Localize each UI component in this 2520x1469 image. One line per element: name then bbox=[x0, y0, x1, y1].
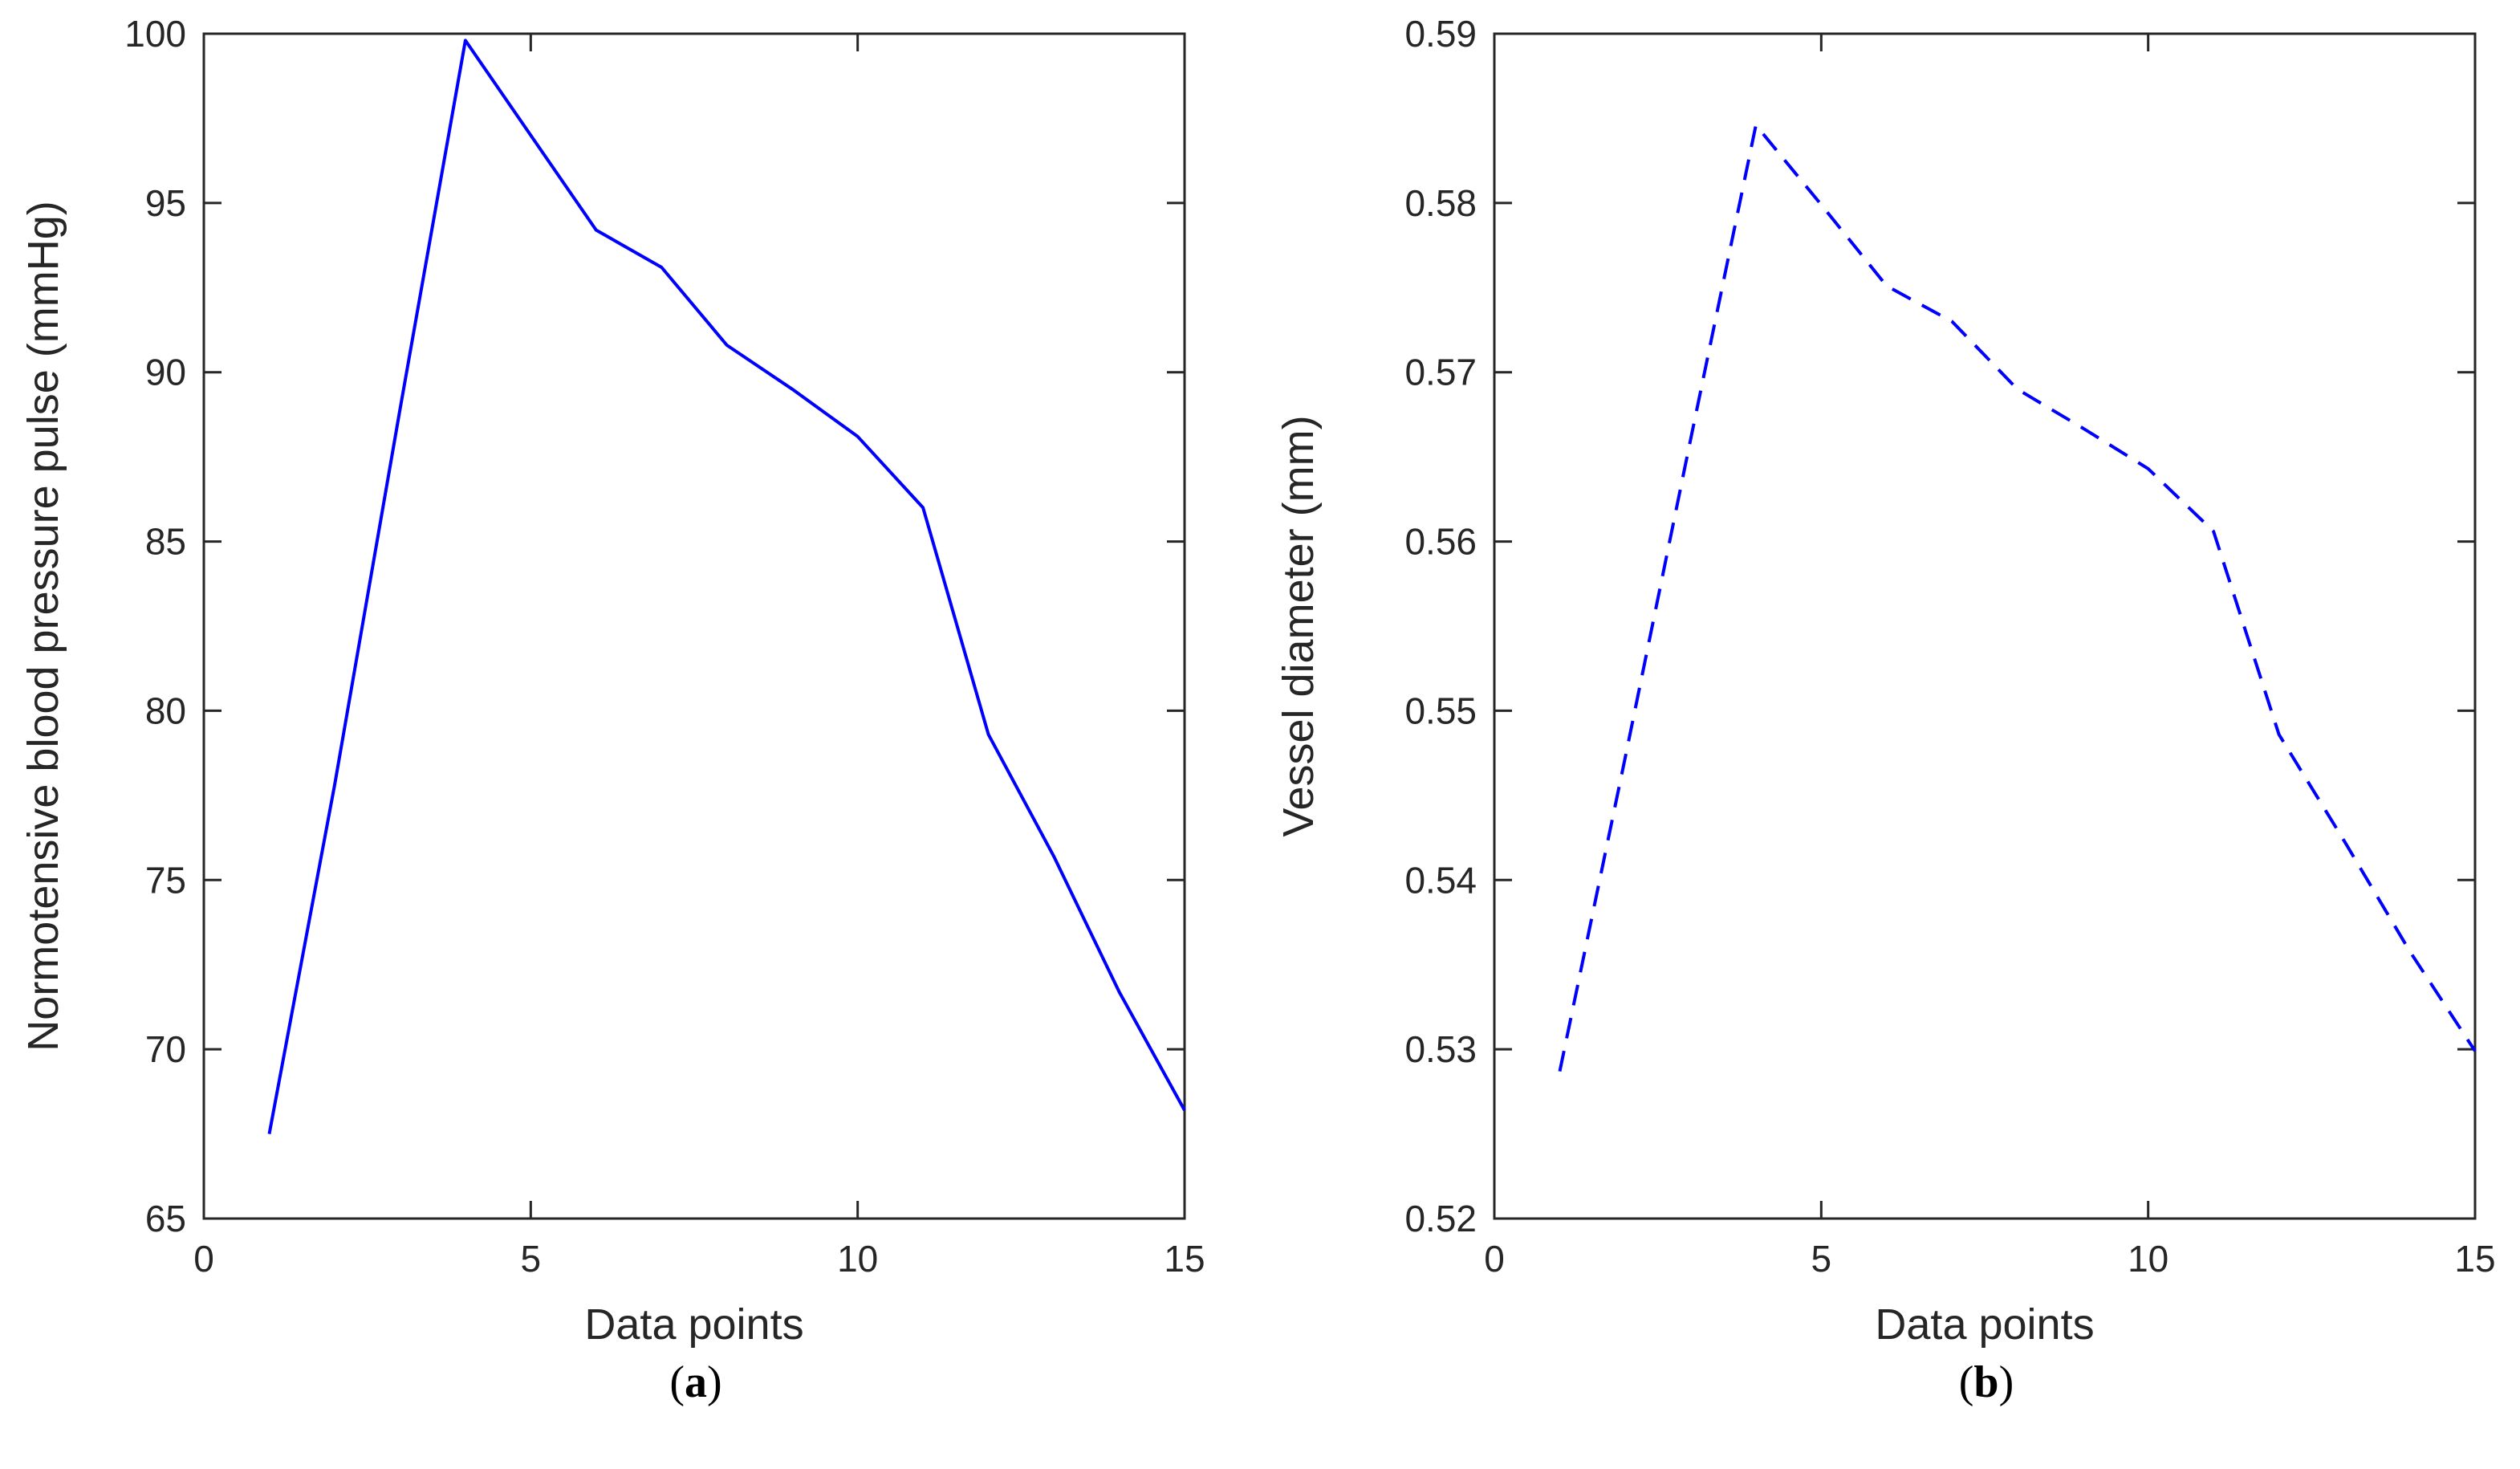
y-axis-label: Vessel diameter (mm) bbox=[1274, 415, 1323, 836]
y-tick-label: 65 bbox=[145, 1198, 186, 1239]
y-tick-label: 80 bbox=[145, 690, 186, 731]
y-tick-label: 0.53 bbox=[1404, 1028, 1477, 1070]
x-tick-label: 10 bbox=[837, 1238, 878, 1280]
y-tick-label: 95 bbox=[145, 182, 186, 224]
chart-panel-b: 0 5 10 15 0.52 0.53 0.54 0.55 0.56 0.57 0.58 0.59 Da… bbox=[1274, 13, 2496, 1407]
x-tick-label: 10 bbox=[2128, 1238, 2168, 1280]
x-tick-label: 5 bbox=[521, 1238, 542, 1280]
y-tick-label: 0.54 bbox=[1404, 859, 1477, 901]
y-tick-label: 75 bbox=[145, 859, 186, 901]
x-tick-label: 5 bbox=[1811, 1238, 1832, 1280]
y-tick-label: 90 bbox=[145, 352, 186, 393]
y-tick-label: 0.55 bbox=[1404, 690, 1477, 731]
plot-frame bbox=[202, 32, 1186, 1220]
x-tick-label: 15 bbox=[2454, 1238, 2495, 1280]
x-tick-label: 15 bbox=[1164, 1238, 1205, 1280]
plot-frame bbox=[1493, 32, 2477, 1220]
y-tick-label: 100 bbox=[124, 13, 186, 55]
x-tick-label: 0 bbox=[1484, 1238, 1505, 1280]
panel-label: (b) bbox=[1959, 1357, 2014, 1407]
series-line-pressure bbox=[267, 39, 1186, 1134]
panel-label: (a) bbox=[669, 1357, 721, 1407]
y-tick-label: 0.56 bbox=[1404, 521, 1477, 563]
y-tick-label: 70 bbox=[145, 1028, 186, 1070]
series-line-diameter bbox=[1558, 123, 2477, 1072]
x-axis-label: Data points bbox=[1875, 1300, 2094, 1349]
y-tick-label: 0.58 bbox=[1404, 182, 1477, 224]
y-tick-label: 85 bbox=[145, 521, 186, 563]
y-tick-label: 0.59 bbox=[1404, 13, 1477, 55]
x-tick-label: 0 bbox=[193, 1238, 214, 1280]
chart-panel-a: 0 5 10 15 65 70 75 80 85 90 95 100 Data points Normot… bbox=[19, 13, 1205, 1407]
y-axis-label: Normotensive blood pressure pulse (mmHg) bbox=[19, 201, 67, 1051]
y-tick-label: 0.52 bbox=[1404, 1198, 1477, 1239]
y-tick-label: 0.57 bbox=[1404, 352, 1477, 393]
x-axis-label: Data points bbox=[584, 1300, 803, 1349]
